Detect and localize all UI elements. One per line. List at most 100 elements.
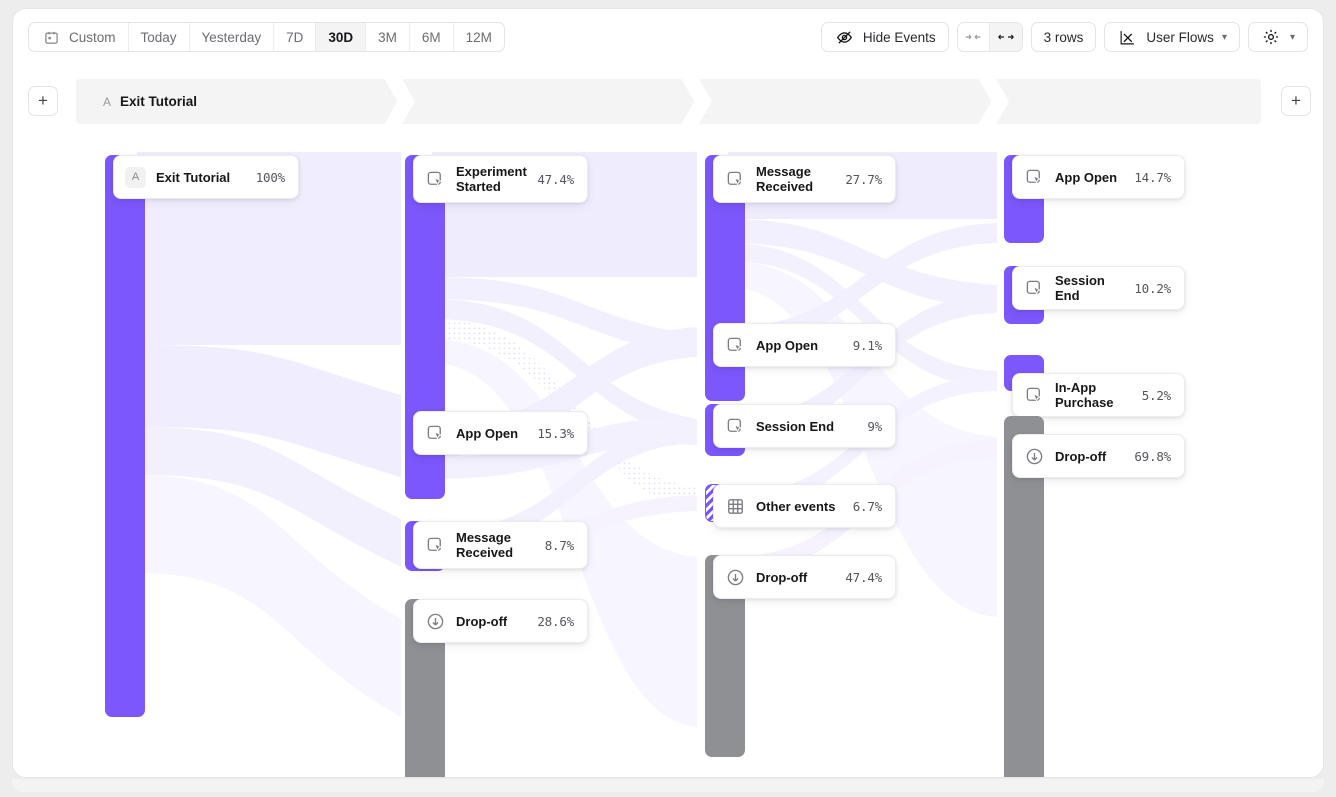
toolbar-actions: Hide Events 3 rows (820, 22, 1308, 52)
node-card[interactable]: Message Received 8.7% (413, 521, 588, 569)
breadcrumb-prefix: A (103, 94, 112, 109)
sankey-chart: A Exit Tutorial 100% Experiment Started … (13, 127, 1323, 777)
drop-off-icon (425, 611, 446, 632)
node-card[interactable]: Drop-off 47.4% (713, 555, 896, 599)
node-card[interactable]: App Open 15.3% (413, 411, 588, 455)
rows-button[interactable]: 3 rows (1030, 22, 1097, 52)
event-cursor-icon (425, 169, 446, 190)
width-toggle-group[interactable] (956, 22, 1023, 52)
node-label: Session End (1055, 273, 1105, 303)
toolbar: Custom Today Yesterday 7D 30D 3M 6M 12M … (13, 9, 1323, 79)
node-value: 5.2% (1141, 387, 1172, 403)
event-cursor-icon (1024, 278, 1045, 299)
grid-icon (725, 496, 746, 517)
breadcrumb: A Exit Tutorial (76, 79, 1261, 124)
date-range-today[interactable]: Today (129, 23, 190, 51)
chevron-down-icon: ▾ (1289, 31, 1295, 43)
date-range-label: 3M (378, 29, 397, 45)
date-range-label: 12M (465, 29, 492, 45)
node-card[interactable]: App Open 14.7% (1012, 155, 1185, 199)
node-card[interactable]: Drop-off 28.6% (413, 599, 588, 643)
breadcrumb-label: Exit Tutorial (120, 94, 198, 109)
node-card[interactable]: Session End 9% (713, 404, 896, 448)
date-range-label: Today (140, 29, 177, 45)
settings-dropdown[interactable]: ▾ (1247, 22, 1308, 52)
hide-events-label: Hide Events (862, 29, 936, 45)
calendar-icon (41, 27, 62, 48)
date-range-label: Yesterday (201, 29, 262, 45)
add-step-right-button[interactable]: + (1281, 86, 1311, 116)
collapse-horizontal-icon[interactable] (958, 23, 990, 51)
date-range-12m[interactable]: 12M (454, 23, 504, 51)
step-separator-icon (975, 79, 1009, 124)
date-range-label: 6M (421, 29, 441, 45)
chevron-down-icon: ▾ (1221, 31, 1227, 43)
node-value: 47.4% (537, 171, 574, 187)
node-card[interactable]: In-App Purchase 5.2% (1012, 373, 1185, 417)
footer-strip (12, 779, 1324, 792)
node-label: App Open (456, 425, 519, 441)
date-range-3m[interactable]: 3M (366, 23, 410, 51)
step-separator-icon (678, 79, 712, 124)
event-cursor-icon (725, 335, 746, 356)
event-cursor-icon (725, 169, 746, 190)
node-label: App Open (1055, 169, 1118, 185)
rows-label: 3 rows (1043, 29, 1084, 45)
node-label: Exit Tutorial (156, 169, 231, 185)
date-range-yesterday[interactable]: Yesterday (190, 23, 275, 51)
hide-events-button[interactable]: Hide Events (820, 22, 949, 52)
node-value: 14.7% (1134, 169, 1171, 185)
node-value: 28.6% (537, 613, 574, 629)
date-range-label: Custom (69, 29, 116, 45)
drop-off-icon (1024, 446, 1045, 467)
node-card[interactable]: Session End 10.2% (1012, 266, 1185, 310)
gear-icon (1261, 27, 1282, 48)
node-label: Other events (756, 498, 836, 514)
date-range-label: 30D (328, 29, 354, 45)
date-range-selector[interactable]: Custom Today Yesterday 7D 30D 3M 6M 12M (28, 22, 505, 52)
node-label: Drop-off (756, 569, 808, 585)
plus-icon: + (38, 91, 48, 110)
node-label: Session End (756, 418, 835, 434)
date-range-7d[interactable]: 7D (274, 23, 317, 51)
node-label: Drop-off (1055, 448, 1107, 464)
node-card[interactable]: Experiment Started 47.4% (413, 155, 588, 203)
step-separator-icon (381, 79, 415, 124)
event-cursor-icon (425, 535, 446, 556)
node-card[interactable]: A Exit Tutorial 100% (113, 155, 299, 199)
node-label: Message Received (756, 164, 814, 194)
node-label: Experiment Started (456, 164, 527, 194)
drop-off-icon (725, 567, 746, 588)
node-value: 69.8% (1134, 448, 1171, 464)
node-value: 47.4% (845, 569, 882, 585)
node-value: 8.7% (544, 537, 575, 553)
breadcrumb-step-1[interactable]: A Exit Tutorial (103, 79, 197, 124)
letter-a-badge: A (125, 166, 146, 188)
plus-icon: + (1291, 91, 1301, 110)
node-card[interactable]: Drop-off 69.8% (1012, 434, 1185, 478)
event-cursor-icon (1024, 385, 1045, 406)
date-range-6m[interactable]: 6M (410, 23, 454, 51)
node-value: 15.3% (537, 425, 574, 441)
date-range-label: 7D (286, 29, 304, 45)
node-card[interactable]: App Open 9.1% (713, 323, 896, 367)
date-range-30d[interactable]: 30D (316, 23, 367, 51)
view-mode-label: User Flows (1146, 29, 1214, 45)
node-value: 10.2% (1134, 280, 1171, 296)
node-label: App Open (756, 337, 819, 353)
node-card[interactable]: Message Received 27.7% (713, 155, 896, 203)
eye-off-icon (834, 27, 855, 48)
date-range-custom[interactable]: Custom (29, 23, 129, 51)
node-value: 9.1% (852, 337, 883, 353)
add-step-left-button[interactable]: + (28, 86, 58, 116)
node-value: 9% (867, 418, 882, 434)
app-window: Custom Today Yesterday 7D 30D 3M 6M 12M … (12, 8, 1324, 778)
node-card[interactable]: Other events 6.7% (713, 484, 896, 528)
node-value: 27.7% (845, 171, 882, 187)
expand-horizontal-icon[interactable] (989, 23, 1022, 51)
user-flows-icon (1117, 27, 1138, 48)
event-cursor-icon (725, 416, 746, 437)
view-mode-dropdown[interactable]: User Flows ▾ (1104, 22, 1240, 52)
node-value: 6.7% (852, 498, 883, 514)
node-label: Drop-off (456, 613, 508, 629)
